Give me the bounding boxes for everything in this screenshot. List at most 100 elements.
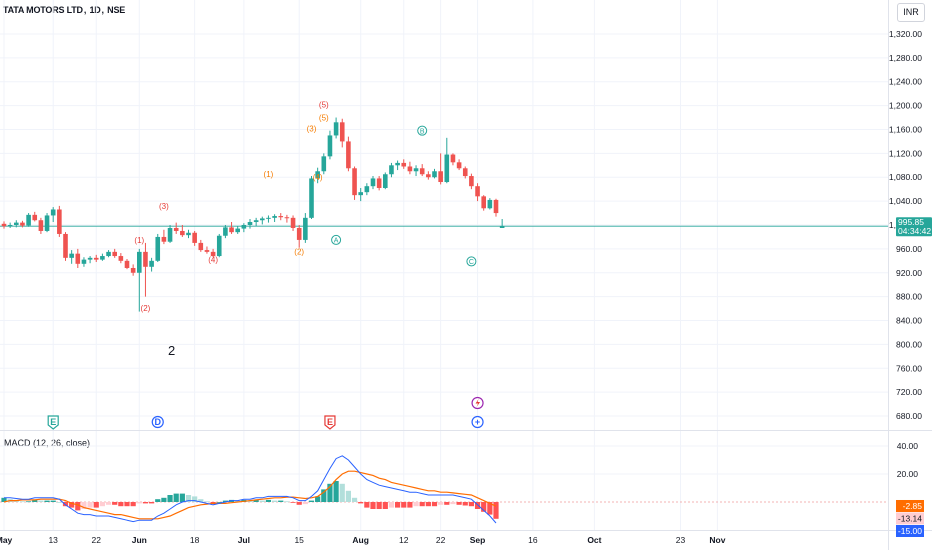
candle[interactable]	[383, 174, 388, 188]
candle[interactable]	[321, 156, 327, 172]
candle[interactable]	[210, 251, 216, 257]
candle[interactable]	[284, 217, 290, 219]
candle[interactable]	[235, 228, 240, 233]
candle[interactable]	[173, 227, 179, 231]
candle[interactable]	[241, 225, 247, 229]
dividend-event-icon[interactable]	[151, 415, 164, 429]
candle[interactable]	[247, 222, 253, 225]
candle[interactable]	[118, 256, 124, 261]
candle[interactable]	[370, 178, 376, 187]
candle[interactable]	[438, 171, 443, 183]
candle[interactable]	[192, 232, 197, 243]
macd-histogram-bar	[192, 496, 198, 502]
macd-histogram-bar	[444, 502, 450, 505]
candle[interactable]	[401, 162, 407, 167]
candle[interactable]	[26, 214, 31, 226]
candle[interactable]	[444, 154, 450, 183]
candle[interactable]	[290, 217, 296, 228]
candle[interactable]	[413, 168, 419, 172]
candle[interactable]	[161, 236, 167, 242]
candle[interactable]	[266, 217, 271, 219]
candle[interactable]	[493, 199, 499, 214]
candle[interactable]	[198, 242, 204, 251]
candle[interactable]	[278, 216, 284, 218]
candle[interactable]	[339, 122, 345, 142]
candle[interactable]	[487, 199, 493, 209]
candle[interactable]	[389, 165, 394, 175]
candle[interactable]	[432, 171, 437, 178]
candle[interactable]	[143, 251, 148, 267]
candle[interactable]	[14, 222, 19, 225]
candle[interactable]	[63, 233, 68, 258]
candle[interactable]	[167, 227, 173, 242]
candle[interactable]	[499, 226, 505, 228]
plus-event-icon[interactable]	[471, 415, 484, 429]
candle[interactable]	[333, 122, 339, 136]
candle[interactable]	[315, 171, 320, 179]
candle[interactable]	[180, 230, 185, 236]
candle[interactable]	[20, 222, 25, 226]
candle[interactable]	[149, 260, 154, 267]
wave-label: (5)	[319, 114, 329, 123]
price-axis-tick-label: 1,080.00	[889, 172, 922, 182]
earnings-event-icon[interactable]	[324, 415, 336, 430]
candle[interactable]	[44, 215, 50, 231]
candle[interactable]	[130, 267, 136, 273]
candle[interactable]	[481, 196, 486, 209]
candle[interactable]	[395, 162, 400, 166]
candle[interactable]	[7, 225, 13, 227]
candle[interactable]	[426, 174, 431, 178]
candle[interactable]	[223, 227, 228, 236]
candle[interactable]	[352, 168, 357, 196]
candle[interactable]	[407, 166, 413, 172]
current-price-box	[896, 217, 932, 237]
candle[interactable]	[296, 227, 302, 240]
candle[interactable]	[124, 260, 130, 268]
earnings-event-icon[interactable]	[47, 415, 59, 430]
candle[interactable]	[346, 141, 351, 169]
candle[interactable]	[87, 257, 93, 260]
candle[interactable]	[450, 154, 456, 163]
candle[interactable]	[364, 186, 370, 193]
candle[interactable]	[137, 251, 142, 273]
macd-indicator-label[interactable]: MACD (12, 26, close)	[4, 438, 91, 448]
candle[interactable]	[376, 178, 382, 188]
candle[interactable]	[100, 256, 105, 260]
candle[interactable]	[81, 259, 87, 264]
candle[interactable]	[260, 218, 265, 221]
candle[interactable]	[38, 220, 44, 231]
candle[interactable]	[106, 251, 111, 257]
candle[interactable]	[475, 186, 480, 197]
candle[interactable]	[419, 168, 425, 175]
candle[interactable]	[1, 223, 7, 227]
candle[interactable]	[112, 251, 117, 257]
macd-histogram-bar	[204, 501, 210, 503]
candle[interactable]	[456, 162, 462, 169]
candle[interactable]	[327, 135, 333, 157]
candle[interactable]	[272, 216, 277, 218]
candle[interactable]	[57, 209, 62, 234]
time-axis-tick-label: Sep	[470, 535, 486, 545]
macd-histogram-bar	[1, 497, 7, 502]
candle[interactable]	[155, 236, 161, 261]
currency-button[interactable]: INR	[897, 3, 925, 22]
candle[interactable]	[469, 176, 474, 187]
candle[interactable]	[303, 217, 308, 240]
candle[interactable]	[253, 220, 259, 223]
price-axis-tick-label: 800.00	[896, 339, 922, 349]
candle[interactable]	[50, 209, 56, 216]
candle[interactable]	[204, 250, 210, 252]
macd-histogram-bar	[284, 501, 290, 503]
candle[interactable]	[93, 257, 99, 260]
candle[interactable]	[32, 214, 38, 221]
interval[interactable]: 1D	[89, 5, 101, 15]
candle[interactable]	[186, 232, 191, 236]
candle[interactable]	[216, 235, 222, 257]
candle[interactable]	[75, 253, 81, 264]
candle[interactable]	[229, 227, 234, 233]
candle[interactable]	[358, 192, 363, 196]
candle[interactable]	[462, 168, 468, 177]
candle[interactable]	[69, 253, 74, 258]
candle[interactable]	[309, 178, 314, 218]
